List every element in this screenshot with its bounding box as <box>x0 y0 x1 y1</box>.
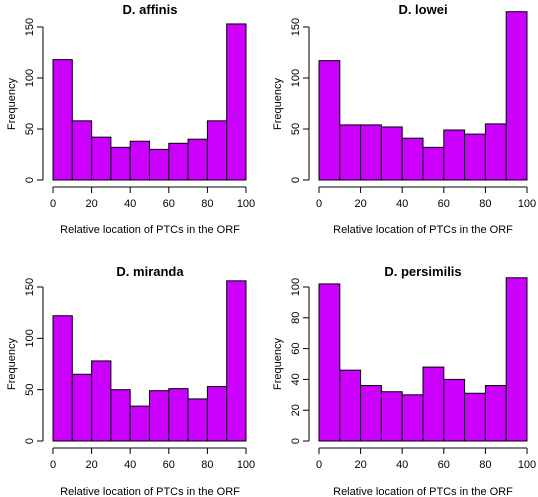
histogram-bar <box>187 398 208 442</box>
histogram-bar <box>505 277 528 442</box>
x-tick-label: 80 <box>479 198 491 210</box>
histogram-bar <box>484 385 507 442</box>
histogram-bar <box>505 11 528 181</box>
histogram-bar <box>339 124 362 181</box>
y-axis-label: Frequency <box>272 338 284 390</box>
histogram-bar <box>168 388 189 442</box>
histogram-bar <box>52 315 73 442</box>
y-tick-label: 100 <box>290 69 302 87</box>
histogram-bar <box>360 385 382 442</box>
histogram-bar <box>380 391 403 442</box>
y-tick-label: 0 <box>290 438 302 444</box>
y-tick-label: 100 <box>24 69 36 87</box>
y-axis-label: Frequency <box>6 78 18 130</box>
x-tick-label: 20 <box>354 459 366 471</box>
histogram-bar <box>91 360 112 442</box>
panel-title: D. persimilis <box>384 264 461 279</box>
x-tick-label: 20 <box>85 459 97 471</box>
y-tick-label: 20 <box>290 404 302 416</box>
histogram-bar <box>129 405 150 442</box>
y-tick-label: 150 <box>24 18 36 36</box>
panel-d-lowei: D. lowei Relative location of PTCs in th… <box>272 2 536 236</box>
histogram-bar <box>464 133 486 181</box>
x-tick-label: 0 <box>50 459 56 471</box>
panel-d-miranda: D. miranda Relative location of PTCs in … <box>6 264 255 497</box>
y-tick-label: 80 <box>290 312 302 324</box>
x-axis-label: Relative location of PTCs in the ORF <box>333 486 513 497</box>
histogram-bar <box>168 142 189 181</box>
histogram-bar <box>226 23 247 181</box>
y-tick-label: 40 <box>290 373 302 385</box>
x-tick-label: 40 <box>124 459 136 471</box>
x-tick-label: 60 <box>163 198 175 210</box>
histogram-bar <box>422 146 445 181</box>
histogram-bar <box>206 386 228 442</box>
x-axis-label: Relative location of PTCs in the ORF <box>60 224 240 236</box>
x-tick-label: 80 <box>479 459 491 471</box>
y-tick-label: 0 <box>290 177 302 183</box>
y-tick-label: 100 <box>290 278 302 296</box>
histogram-bar <box>443 129 466 181</box>
y-tick-label: 60 <box>290 342 302 354</box>
x-tick-label: 40 <box>396 198 408 210</box>
y-tick-label: 0 <box>24 438 36 444</box>
histogram-bar <box>110 146 131 181</box>
y-tick-label: 50 <box>290 123 302 135</box>
histogram-bar <box>71 373 93 442</box>
x-axis-label: Relative location of PTCs in the ORF <box>333 224 513 236</box>
x-tick-label: 100 <box>518 198 536 210</box>
y-tick-label: 150 <box>24 278 36 296</box>
histogram-bar <box>318 60 341 181</box>
x-tick-label: 0 <box>50 198 56 210</box>
x-tick-label: 80 <box>201 198 213 210</box>
y-tick-label: 100 <box>24 329 36 347</box>
y-tick-label: 0 <box>24 177 36 183</box>
histogram-bar <box>464 392 486 442</box>
x-tick-label: 60 <box>438 198 450 210</box>
panel-d-affinis: D. affinis Relative location of PTCs in … <box>6 2 255 236</box>
histogram-bar <box>443 378 466 442</box>
y-axis-label: Frequency <box>6 338 18 390</box>
histogram-bar <box>360 124 382 181</box>
histogram-bar <box>484 123 507 181</box>
histogram-bar <box>380 126 403 181</box>
x-tick-label: 60 <box>163 459 175 471</box>
x-tick-label: 100 <box>237 459 255 471</box>
panel-d-persimilis: D. persimilis Relative location of PTCs … <box>272 264 536 497</box>
x-tick-label: 100 <box>518 459 536 471</box>
histogram-bar <box>91 136 112 181</box>
x-tick-label: 80 <box>201 459 213 471</box>
x-tick-label: 0 <box>316 459 322 471</box>
panel-title: D. lowei <box>398 2 447 17</box>
x-tick-label: 20 <box>354 198 366 210</box>
histogram-bar <box>149 390 170 442</box>
histogram-bar <box>129 140 150 181</box>
y-tick-label: 150 <box>290 18 302 36</box>
histogram-bar <box>149 148 170 181</box>
y-tick-label: 50 <box>24 123 36 135</box>
panel-title: D. affinis <box>123 2 178 17</box>
x-tick-label: 40 <box>396 459 408 471</box>
histogram-bar <box>318 283 341 442</box>
histogram-bar <box>71 120 93 181</box>
x-tick-label: 20 <box>85 198 97 210</box>
histogram-bar <box>206 120 228 181</box>
histogram-bar <box>52 59 73 181</box>
x-tick-label: 0 <box>316 198 322 210</box>
histogram-bar <box>226 280 247 442</box>
histogram-bar <box>401 137 424 181</box>
histogram-bar <box>110 389 131 442</box>
histogram-bar <box>339 369 362 442</box>
histogram-bar <box>187 138 208 181</box>
x-axis-label: Relative location of PTCs in the ORF <box>60 486 240 497</box>
y-tick-label: 50 <box>24 384 36 396</box>
x-tick-label: 60 <box>438 459 450 471</box>
histogram-bar <box>422 366 445 442</box>
panel-title: D. miranda <box>116 264 184 279</box>
y-axis-label: Frequency <box>272 78 284 130</box>
histogram-bar <box>401 394 424 442</box>
x-tick-label: 40 <box>124 198 136 210</box>
x-tick-label: 100 <box>237 198 255 210</box>
